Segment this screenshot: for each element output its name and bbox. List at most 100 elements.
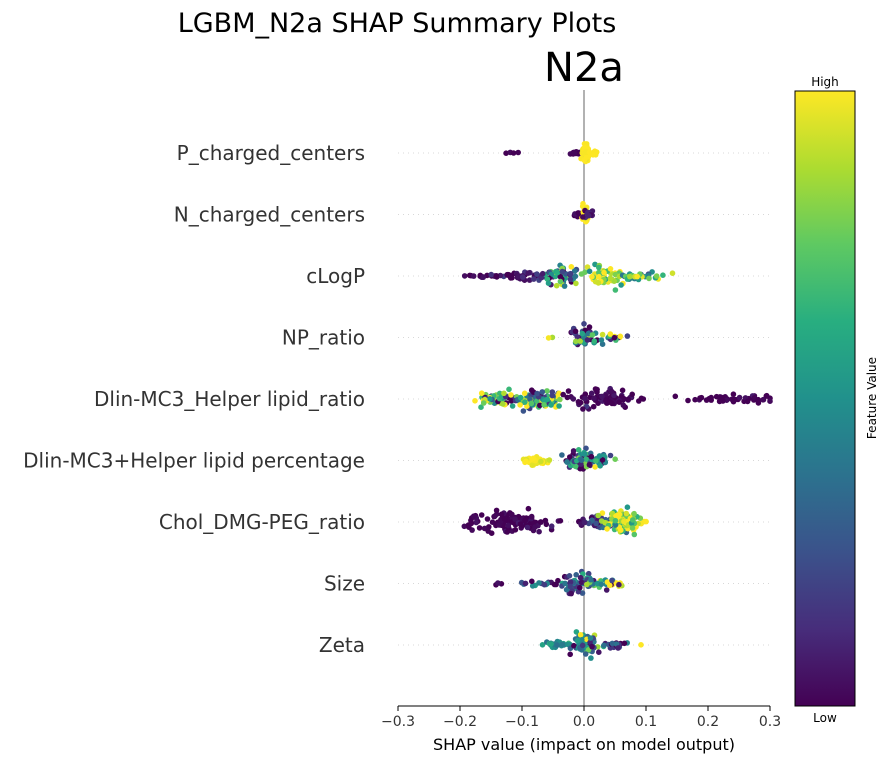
shap-point — [601, 269, 607, 276]
shap-point — [607, 266, 614, 272]
shap-point — [570, 396, 577, 402]
shap-point — [575, 210, 581, 216]
shap-point — [685, 397, 691, 404]
shap-point — [522, 580, 529, 587]
shap-point — [603, 587, 610, 593]
shap-point — [591, 338, 598, 344]
shap-point — [493, 507, 500, 514]
feature-label: N_charged_centers — [174, 203, 365, 227]
shap-point — [588, 576, 594, 583]
shap-point — [607, 331, 614, 337]
shap-point — [545, 335, 552, 341]
x-tick-label: 0.2 — [697, 714, 719, 730]
shap-point — [612, 517, 619, 524]
shap-point — [617, 333, 624, 340]
shap-point — [744, 398, 751, 405]
shap-point — [577, 338, 583, 344]
shap-point — [539, 270, 546, 277]
shap-point — [557, 518, 564, 524]
feature-label: Chol_DMG-PEG_ratio — [159, 510, 365, 534]
shap-point — [548, 523, 555, 529]
shap-point — [646, 275, 652, 282]
shap-point — [585, 570, 592, 577]
shap-point — [604, 526, 610, 532]
shap-point — [551, 581, 558, 588]
shap-point — [521, 390, 528, 397]
shap-point — [489, 519, 496, 525]
shap-point — [640, 396, 647, 402]
shap-point — [563, 586, 570, 593]
feature-label: cLogP — [306, 264, 365, 288]
shap-point — [599, 457, 606, 463]
shap-point — [587, 639, 593, 646]
shap-point — [536, 580, 542, 586]
shap-point — [598, 581, 605, 588]
shap-point — [597, 463, 603, 469]
shap-point — [567, 454, 573, 460]
shap-point — [522, 399, 528, 405]
shap-point — [567, 583, 573, 590]
shap-point — [708, 394, 714, 401]
shap-point — [608, 388, 615, 395]
shap-point — [631, 531, 638, 538]
shap-point — [586, 324, 593, 330]
shap-point — [520, 408, 527, 414]
shap-point — [601, 642, 607, 649]
shap-point — [592, 386, 599, 392]
shap-point — [532, 524, 538, 530]
shap-point — [567, 276, 574, 283]
x-tick-label: −0.3 — [381, 714, 415, 730]
colorbar: High Low Feature Value — [794, 75, 879, 725]
shap-point — [599, 341, 606, 348]
shap-point — [478, 404, 484, 411]
shap-point — [473, 519, 480, 526]
shap-point — [672, 393, 679, 400]
shap-point — [544, 276, 551, 282]
shap-point — [539, 642, 546, 648]
shap-point — [611, 278, 617, 285]
shap-point — [468, 520, 475, 527]
shap-point — [579, 637, 585, 643]
shap-point — [621, 640, 628, 647]
shap-point — [543, 521, 550, 528]
shap-point — [607, 452, 614, 459]
shap-point — [506, 386, 512, 393]
shap-point — [534, 271, 540, 277]
feature-label: P_charged_centers — [177, 141, 365, 165]
shap-point — [604, 579, 611, 585]
shap-point — [630, 517, 636, 523]
shap-point — [586, 462, 593, 468]
shap-point — [578, 457, 585, 464]
shap-point — [698, 394, 705, 401]
shap-point — [478, 512, 485, 518]
shap-point — [611, 392, 617, 399]
shap-point — [557, 278, 564, 285]
shap-point — [589, 643, 595, 650]
shap-point — [567, 651, 573, 658]
x-tick-label: 0.1 — [635, 714, 657, 730]
shap-point — [609, 577, 615, 584]
shap-point — [624, 504, 631, 511]
shap-point — [595, 280, 602, 286]
shap-point — [501, 516, 508, 522]
colorbar-high-label: High — [811, 75, 839, 89]
chart-title: LGBM_N2a SHAP Summary Plots — [178, 8, 617, 39]
shap-point — [534, 398, 540, 404]
shap-point — [509, 403, 516, 409]
shap-point — [591, 395, 597, 402]
shap-point — [486, 524, 492, 530]
colorbar-title: Feature Value — [865, 357, 879, 439]
shap-point — [599, 331, 606, 338]
shap-point — [582, 395, 588, 402]
shap-point — [488, 271, 495, 278]
shap-point — [562, 580, 568, 587]
shap-point — [556, 403, 562, 409]
shap-point — [570, 448, 577, 454]
shap-point — [574, 637, 581, 644]
shap-point — [567, 579, 574, 585]
shap-point — [548, 402, 554, 408]
x-tick-label: −0.2 — [443, 714, 477, 730]
shap-point — [577, 632, 584, 638]
shap-point — [559, 452, 565, 458]
shap-point — [618, 282, 624, 288]
